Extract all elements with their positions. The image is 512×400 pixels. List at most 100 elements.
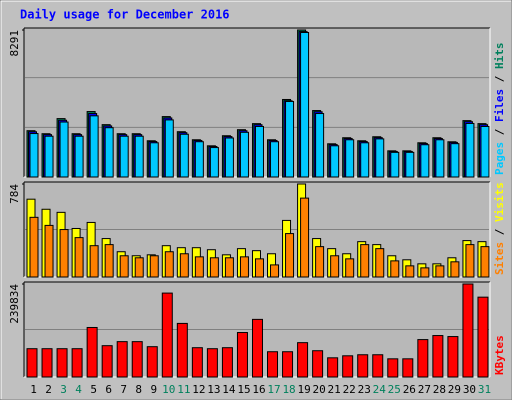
x-tick-label: 14 [222,383,236,396]
bar [89,245,99,278]
bar [146,346,158,378]
bar [209,147,219,178]
bar [251,318,263,378]
legend: Sites / Visits [493,182,506,275]
bar [345,139,355,178]
bar [224,137,234,178]
bar [44,135,54,178]
bar [447,336,459,378]
x-tick-label: 28 [433,383,446,396]
bar [194,256,204,278]
legend-entry: Files [493,89,506,122]
x-tick-label: 18 [282,383,295,396]
bar [254,258,264,278]
bar [312,350,324,378]
bar [327,357,339,378]
bar [270,264,280,278]
bar [74,135,84,178]
bar [480,125,490,178]
bar [360,244,370,278]
bar [462,283,474,378]
bar [477,296,489,378]
y-tick-label: 784 [8,184,21,204]
bar [131,341,143,378]
bar [372,354,384,378]
bar [239,131,249,178]
legend-separator: / [493,122,506,142]
x-tick-label: 24 [373,383,387,396]
x-tick-label: 6 [105,383,112,396]
x-tick-label: 17 [267,383,280,396]
bar [465,122,475,178]
bar [390,151,400,178]
bar [41,348,53,378]
bar [206,348,218,378]
x-tick-label: 9 [150,383,157,396]
bar [420,267,430,278]
x-tick-label: 1 [30,383,37,396]
x-tick-label: 4 [75,383,82,396]
bar [164,119,174,178]
x-tick-label: 22 [343,383,356,396]
bar [116,341,128,378]
bar [465,244,475,278]
bar [390,260,400,278]
bar [134,135,144,178]
bar [59,229,69,278]
bar [435,265,445,278]
y-tick-label: 239834 [8,284,21,324]
bar [236,332,248,378]
bar [239,256,249,278]
x-tick-label: 30 [463,383,476,396]
x-tick-label: 20 [313,383,326,396]
x-tick-label: 26 [403,383,416,396]
bar [375,138,385,178]
x-tick-label: 29 [448,383,461,396]
x-tick-label: 23 [358,383,371,396]
bar [104,244,114,278]
bar [435,139,445,178]
bar [450,261,460,278]
bar [26,348,38,378]
bar [224,257,234,278]
bar [330,255,340,278]
bar [405,265,415,278]
bar [119,255,129,278]
y-tick-label: 8291 [8,30,21,57]
bar [29,133,39,178]
x-tick-label: 3 [60,383,67,396]
legend-entry: Sites [493,242,506,275]
bar [59,121,69,178]
bar [300,31,310,178]
bar [285,100,295,178]
bar [285,233,295,278]
bar [149,142,159,178]
bar [56,348,68,378]
x-tick-label: 12 [192,383,205,396]
legend-entry: Hits [493,43,506,70]
bar [432,335,444,378]
x-tick-label: 16 [252,383,265,396]
bar [315,246,325,278]
bar [342,355,354,378]
x-tick-label: 15 [237,383,250,396]
bar [179,253,189,278]
x-tick-label: 8 [135,383,142,396]
bar [405,151,415,178]
bar [209,257,219,278]
bar [254,125,264,178]
bar [267,351,279,378]
bar [44,224,54,278]
bar [375,248,385,278]
bar [387,358,399,378]
legend-entry: KBytes [493,335,506,375]
bar [194,141,204,178]
bar [149,255,159,278]
legend-separator: / [493,222,506,242]
bar [357,354,369,378]
x-tick-label: 25 [388,383,401,396]
bar [360,142,370,178]
x-tick-label: 13 [207,383,220,396]
bar [176,322,188,378]
